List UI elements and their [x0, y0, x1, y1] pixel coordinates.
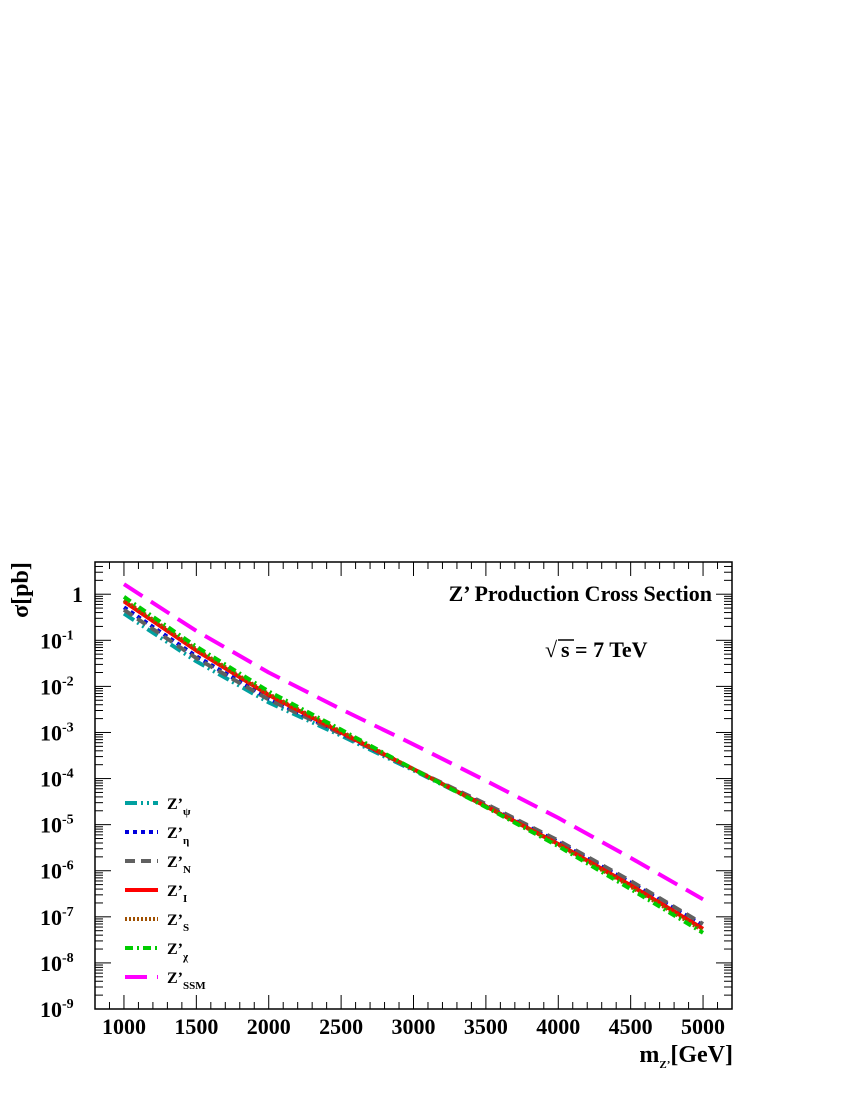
x-tick-label: 4000: [536, 1014, 580, 1039]
series-line-ψ: [122, 611, 705, 931]
legend-entry: Z’χ: [125, 941, 189, 963]
chart-title: Z’ Production Cross Section: [449, 581, 712, 606]
y-tick-label: 10-6: [40, 859, 74, 884]
series-line-N: [122, 608, 705, 926]
legend-entry: Z’ψ: [125, 796, 191, 818]
series-line-SSM: [122, 582, 704, 902]
legend-entry: Z’S: [125, 912, 189, 934]
x-tick-label: 4500: [609, 1014, 653, 1039]
y-tick-label: 10-8: [40, 951, 74, 976]
series-line-χ: [122, 595, 705, 935]
y-tick-labels: 10-9 10-8 10-7 10-6 10-5 10-4 10-3 10-2 10-1 1: [40, 582, 83, 1022]
x-tick-label: 5000: [681, 1014, 725, 1039]
x-tick-labels: 1000 1500 2000 2500 3000 3500 4000 4500 5000: [102, 1014, 725, 1039]
x-tick-label: 1500: [174, 1014, 218, 1039]
legend-label: Z’S: [167, 912, 189, 934]
legend-label: Z’N: [167, 854, 191, 876]
legend-entry: Z’N: [125, 854, 191, 876]
sqrt-symbol: √: [545, 637, 558, 662]
x-tick-label: 1000: [102, 1014, 146, 1039]
legend-entry: Z’SSM: [125, 970, 206, 992]
y-tick-label: 10-1: [40, 628, 74, 653]
x-tick-label: 3500: [464, 1014, 508, 1039]
y-tick-label: 10-9: [40, 997, 74, 1022]
x-axis-title-main: m: [639, 1042, 659, 1068]
svg-text:mZ’[GeV]: mZ’[GeV]: [639, 1042, 733, 1071]
x-axis-title: mZ’[GeV]: [639, 1042, 733, 1071]
x-tick-label: 2500: [319, 1014, 363, 1039]
y-tick-label: 10-3: [40, 720, 74, 745]
y-tick-label: 10-2: [40, 674, 74, 699]
legend-label: Z’ψ: [167, 796, 191, 818]
x-tick-label: 2000: [247, 1014, 291, 1039]
y-tick-label: 1: [72, 582, 83, 607]
legend-entry: Z’η: [125, 825, 189, 847]
y-axis-title: σ[pb]: [8, 562, 34, 618]
series-lines: [122, 582, 705, 935]
energy-annotation: √ s = 7 TeV: [545, 637, 648, 662]
legend-label: Z’η: [167, 825, 189, 847]
x-tick-label: 3000: [392, 1014, 436, 1039]
legend: Z’ψ Z’η Z’N Z’I Z’S Z’χ Z’SSM: [125, 796, 206, 992]
axis-ticks: [94, 561, 733, 1010]
energy-label: s = 7 TeV: [561, 637, 648, 662]
legend-label: Z’χ: [167, 941, 189, 963]
legend-label: Z’I: [167, 883, 187, 905]
legend-label: Z’SSM: [167, 970, 206, 992]
legend-entry: Z’I: [125, 883, 187, 905]
x-axis-title-unit: [GeV]: [670, 1042, 733, 1068]
y-tick-label: 10-5: [40, 813, 74, 838]
y-tick-label: 10-7: [40, 905, 74, 930]
x-axis-title-sub: Z’: [659, 1059, 670, 1071]
y-tick-label: 10-4: [40, 767, 74, 792]
